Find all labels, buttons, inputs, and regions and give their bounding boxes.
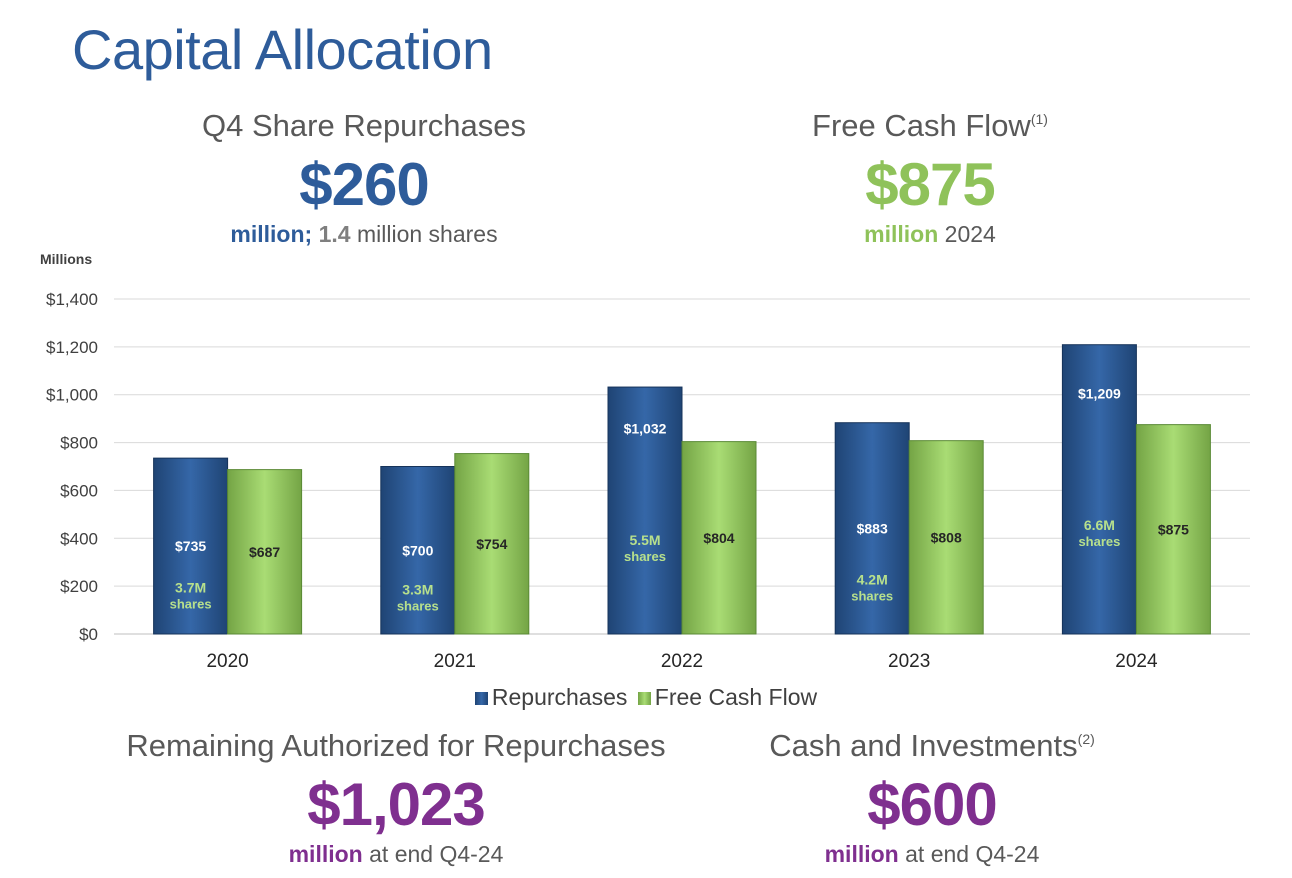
kpi-cash-sub: million at end Q4-24 [732,843,1132,866]
bar-repurchases [153,457,229,635]
data-label-fcf: $804 [703,530,734,546]
kpi-fcf: Free Cash Flow(1) $875 million 2024 [730,110,1130,246]
legend-swatch-fcf [637,692,651,705]
kpi-remaining: Remaining Authorized for Repurchases $1,… [96,730,696,866]
y-tick-label: $1,200 [46,338,98,357]
x-tick-label: 2024 [1115,651,1158,672]
kpi-fcf-value: $875 [865,151,995,218]
bar-repurchases [380,466,456,635]
data-label-fcf: $754 [476,536,507,552]
bar-fcf [454,453,530,635]
y-tick-label: $800 [60,434,98,453]
kpi-fcf-label-text: Free Cash Flow [812,108,1031,143]
data-label-fcf: $875 [1158,521,1189,537]
kpi-fcf-label: Free Cash Flow(1) [730,110,1130,141]
kpi-repurchases: Q4 Share Repurchases $260 million; 1.4 m… [164,110,564,246]
bar-repurchases [834,422,910,635]
data-label-repurchases: $1,209 [1078,385,1121,401]
kpi-fcf-footnote: (1) [1030,111,1048,127]
kpi-remaining-sub: million at end Q4-24 [96,843,696,866]
data-label-fcf: $687 [249,544,280,560]
legend-item-repurchases: Repurchases [474,684,628,711]
kpi-cash-unit: million [824,841,899,867]
bar-fcf [227,469,303,635]
kpi-repurchases-sub: million; 1.4 million shares [164,223,564,246]
shares-word-label: shares [170,597,212,612]
kpi-cash-label: Cash and Investments(2) [732,730,1132,761]
y-axis: Millions $0 $200 $400 $600 $800 $1,000 $1,200 $1… [40,251,98,644]
shares-count-label: 3.3M [402,582,433,598]
data-label-repurchases: $883 [857,520,888,536]
y-axis-title: Millions [40,251,92,267]
bar-repurchases [607,386,683,635]
x-tick-label: 2021 [434,651,476,672]
y-tick-label: $1,400 [46,290,98,309]
x-tick-label: 2023 [888,651,930,672]
chart-legend: Repurchases Free Cash Flow [0,684,1292,711]
kpi-fcf-sub: million 2024 [730,223,1130,246]
kpi-cash-value: $600 [867,771,997,838]
kpi-remaining-rest: at end Q4-24 [369,841,504,867]
kpi-repurchases-value: $260 [299,151,429,218]
kpi-cash-rest: at end Q4-24 [905,841,1040,867]
data-label-repurchases: $1,032 [624,421,667,437]
kpi-fcf-rest: 2024 [944,221,996,247]
x-tick-label: 2020 [206,651,248,672]
y-tick-label: $400 [60,529,98,548]
y-tick-label: $200 [60,577,98,596]
legend-item-fcf: Free Cash Flow [637,684,818,711]
kpi-repurchases-rest: million shares [356,221,498,247]
legend-swatch-repurchases [474,692,488,705]
bar-fcf [1135,424,1211,635]
kpi-repurchases-label: Q4 Share Repurchases [202,108,526,143]
kpi-remaining-unit: million [288,841,363,867]
shares-count-label: 5.5M [629,532,660,548]
data-label-repurchases: $700 [402,542,433,558]
y-tick-label: $600 [60,481,98,500]
kpi-repurchases-shares: 1.4 [318,221,351,247]
bar-repurchases [1061,344,1137,635]
bar-chart: Millions $0 $200 $400 $600 $800 $1,000 $1,200 $1… [40,251,1250,672]
data-label-repurchases: $735 [175,538,206,554]
shares-word-label: shares [851,588,893,603]
shares-count-label: 3.7M [175,580,206,596]
shares-word-label: shares [1078,534,1120,549]
kpi-remaining-value: $1,023 [307,771,486,838]
legend-label-repurchases: Repurchases [491,684,628,710]
kpi-remaining-label: Remaining Authorized for Repurchases [126,728,666,763]
shares-word-label: shares [397,599,439,614]
kpi-cash: Cash and Investments(2) $600 million at … [732,730,1132,866]
page-title: Capital Allocation [72,18,493,81]
kpi-repurchases-unit: million; [230,221,313,247]
bar-fcf [908,440,984,635]
data-label-fcf: $808 [931,529,962,545]
shares-word-label: shares [624,549,666,564]
shares-count-label: 6.6M [1084,517,1115,533]
y-tick-label: $0 [79,625,98,644]
bar-fcf [681,441,757,635]
kpi-cash-label-text: Cash and Investments [769,728,1078,763]
x-axis: 2020 2021 2022 2023 2024 [206,651,1158,672]
x-tick-label: 2022 [661,651,703,672]
y-tick-label: $1,000 [46,386,98,405]
kpi-cash-footnote: (2) [1077,731,1095,747]
shares-count-label: 4.2M [857,571,888,587]
legend-label-fcf: Free Cash Flow [654,684,818,710]
kpi-fcf-unit: million [864,221,939,247]
